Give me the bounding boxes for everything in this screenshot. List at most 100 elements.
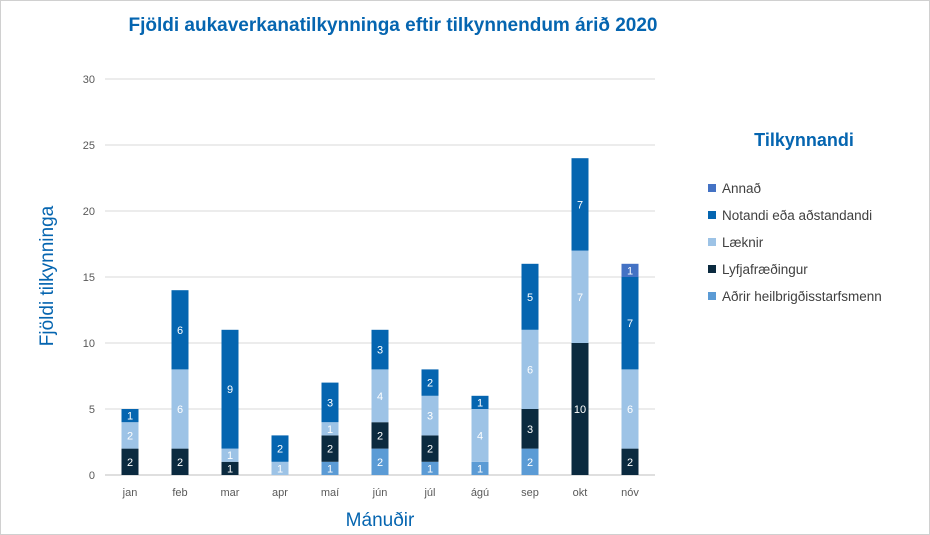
- data-label: 3: [427, 411, 433, 423]
- data-label: 10: [574, 404, 586, 416]
- bar-segment: [571, 343, 589, 475]
- data-label: 2: [327, 444, 333, 456]
- bar-segment: [271, 461, 289, 475]
- legend-entry: Lyfjafræðingur: [722, 262, 808, 277]
- x-tick-label: jún: [372, 487, 388, 499]
- bar-segment: [371, 329, 389, 370]
- data-label: 4: [377, 391, 383, 403]
- legend-title: Tilkynnandi: [754, 130, 854, 150]
- legend-swatch: [708, 211, 716, 219]
- y-tick-label: 5: [89, 404, 95, 416]
- bar-segment: [121, 409, 139, 423]
- data-label: 1: [427, 463, 433, 475]
- legend: Annað Notandi eða aðstandandi Læknir Lyfjaf…: [708, 181, 882, 304]
- y-tick-label: 20: [83, 206, 95, 218]
- x-tick-label: okt: [573, 487, 588, 499]
- bar-segment: [121, 422, 139, 449]
- bar-segment: [471, 395, 489, 409]
- bar-segment: [421, 369, 439, 396]
- data-label: 3: [327, 397, 333, 409]
- data-label: 9: [227, 384, 233, 396]
- data-label: 1: [477, 463, 483, 475]
- legend-entry: Annað: [722, 181, 761, 196]
- data-label: 2: [527, 457, 533, 469]
- legend-swatch: [708, 265, 716, 273]
- legend-entry: Notandi eða aðstandandi: [722, 208, 872, 223]
- bar-segment: [171, 290, 189, 370]
- x-axis-title: Mánuðir: [346, 510, 415, 531]
- bar-segment: [221, 461, 239, 475]
- x-tick-label: jan: [122, 487, 138, 499]
- y-tick-label: 15: [83, 272, 95, 284]
- bar-segment: [321, 422, 339, 436]
- data-label: 6: [177, 404, 183, 416]
- data-label: 5: [527, 292, 533, 304]
- x-tick-label: sep: [521, 487, 539, 499]
- bar-segment: [321, 435, 339, 462]
- x-tick-label: apr: [272, 487, 288, 499]
- bar-segment: [471, 409, 489, 462]
- data-label: 1: [477, 397, 483, 409]
- bar-segment: [521, 263, 539, 330]
- bar-segment: [621, 263, 639, 277]
- data-label: 2: [177, 457, 183, 469]
- y-axis-title: Fjöldi tilkynninga: [37, 205, 58, 346]
- y-tick-label: 0: [89, 470, 95, 482]
- bar-segment: [621, 369, 639, 449]
- bar-segment: [371, 369, 389, 423]
- chart-title: Fjöldi aukaverkanatilkynninga eftir tilk…: [129, 15, 658, 36]
- bar-segment: [321, 461, 339, 475]
- bar-segment: [421, 395, 439, 436]
- bar-segment: [221, 448, 239, 462]
- data-label: 2: [277, 444, 283, 456]
- y-tick-label: 10: [83, 338, 95, 350]
- data-label: 2: [377, 457, 383, 469]
- bar-segment: [321, 382, 339, 423]
- bar-segment: [421, 435, 439, 462]
- data-label: 6: [177, 325, 183, 337]
- data-label: 2: [627, 457, 633, 469]
- bar-segment: [571, 158, 589, 251]
- data-label: 1: [327, 424, 333, 436]
- bar-segment: [371, 422, 389, 449]
- y-tick-label: 30: [83, 74, 95, 86]
- x-tick-label: nóv: [621, 487, 639, 499]
- data-label: 7: [577, 292, 583, 304]
- data-label: 2: [127, 430, 133, 442]
- data-label: 4: [477, 430, 483, 442]
- data-label: 2: [427, 444, 433, 456]
- bar-segment: [571, 250, 589, 343]
- y-axis-ticks: 0 5 10 15 20 25 30: [83, 74, 95, 482]
- bar-segment: [471, 461, 489, 475]
- bar-segment: [171, 369, 189, 449]
- bar-segment: [621, 448, 639, 475]
- bar-segment: [521, 409, 539, 449]
- bar-segment: [371, 448, 389, 475]
- legend-swatch: [708, 238, 716, 246]
- data-label: 1: [277, 463, 283, 475]
- data-label: 7: [577, 199, 583, 211]
- data-label: 1: [627, 265, 633, 277]
- data-label: 1: [227, 463, 233, 475]
- bar-segment: [171, 448, 189, 475]
- data-label: 1: [127, 411, 133, 423]
- legend-entry: Læknir: [722, 235, 764, 250]
- bar-segment: [521, 448, 539, 475]
- y-tick-label: 25: [83, 140, 95, 152]
- x-axis-ticks: jan feb mar apr maí jún júl ágú sep okt nóv: [122, 487, 640, 499]
- data-label: 3: [527, 424, 533, 436]
- legend-entry: Aðrir heilbrigðisstarfsmenn: [722, 289, 882, 304]
- data-label: 1: [327, 463, 333, 475]
- data-label: 7: [627, 318, 633, 330]
- data-label: 6: [527, 364, 533, 376]
- data-label: 2: [127, 457, 133, 469]
- data-label: 1: [227, 450, 233, 462]
- data-label: 3: [377, 345, 383, 357]
- data-label: 6: [627, 404, 633, 416]
- data-label: 2: [377, 430, 383, 442]
- bar-segment: [521, 329, 539, 409]
- data-label: 2: [427, 378, 433, 390]
